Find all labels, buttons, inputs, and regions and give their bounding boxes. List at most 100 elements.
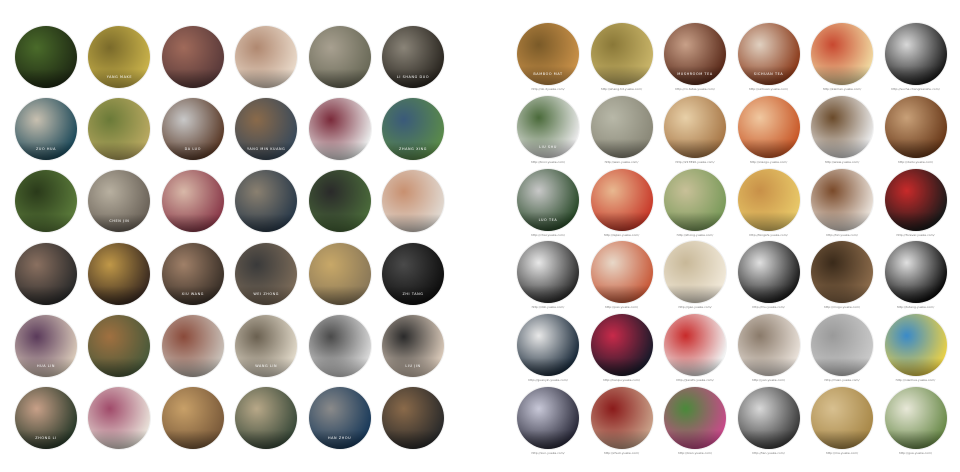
portrait-tile[interactable]: DA LUO [161, 98, 224, 168]
product-tile[interactable]: http://zhuzi.yueke.com/ [590, 387, 653, 457]
source-url: http://mian.yueke.com/ [824, 378, 860, 383]
product-tile[interactable]: http://tan.yueke.com/ [737, 387, 800, 457]
product-tile[interactable]: http://sucha.changnianshu.com/ [884, 23, 947, 93]
portrait-tile[interactable]: YANG MIN KUANG [235, 98, 298, 168]
product-tile[interactable]: http://mogu.yueke.com/ [811, 241, 873, 311]
product-tile[interactable]: http://www.yueke.com/ [811, 95, 873, 166]
product-tile[interactable]: http://mu.yueke.com/ [737, 241, 800, 311]
product-tile[interactable]: http://guanyin.yueke.com/ [517, 314, 579, 384]
product-tile[interactable]: http://mian.yueke.com/ [811, 314, 873, 384]
portrait-tile[interactable]: HUA LIN [15, 314, 77, 385]
dragon-emblem-photo [884, 241, 947, 304]
product-tile[interactable]: http://tuteng.yueke.com/ [884, 241, 947, 311]
portrait-tile[interactable]: ZHI TANG [382, 242, 444, 313]
portrait-tile[interactable]: CHEN JIN [88, 170, 151, 240]
tile-caption: YANG MIN KUANG [246, 147, 286, 152]
portrait-tile[interactable] [15, 242, 77, 313]
product-tile[interactable]: http://zhong.yueke.com/ [664, 168, 726, 239]
portrait-tile[interactable] [235, 387, 298, 457]
artisan-portrait-photo [161, 387, 224, 449]
portrait-tile[interactable] [161, 314, 224, 385]
product-tile[interactable]: LUO TEA http://chai.yueke.com/ [517, 168, 579, 239]
brown-cake-photo: MUSHROOM TEA [664, 23, 726, 85]
ocarina-photo [517, 387, 579, 449]
tile-caption: BAMBOO MAT [533, 72, 563, 76]
artisan-portrait-photo: YANG MAKE [88, 26, 151, 88]
product-tile[interactable]: http://forever.yueke.com/ [884, 168, 947, 239]
product-tile[interactable]: http://yan.yueke.com/ [737, 314, 800, 384]
product-tile[interactable]: http://shang.hd.yueke.com/ [590, 23, 653, 93]
portrait-tile[interactable] [161, 387, 224, 457]
tile-caption: WANG LIN [255, 363, 278, 368]
product-tile[interactable]: http://xun.yueke.com/ [517, 387, 579, 457]
source-url: http://yan.yueke.com/ [751, 378, 786, 383]
portrait-tile[interactable]: YANG MAKE [88, 26, 151, 96]
artisan-portrait-photo: WANG LIN [235, 314, 298, 377]
product-tile[interactable]: LIU SHU http://bnxi.yueke.com/ [517, 95, 579, 166]
portrait-tile[interactable] [308, 242, 371, 313]
artisan-portrait-photo: ZHONG LI [15, 387, 77, 449]
artisan-portrait-photo [235, 170, 298, 233]
portrait-tile[interactable] [308, 26, 371, 96]
tile-caption: MUSHROOM TEA [677, 72, 713, 76]
artisan-portrait-photo [308, 26, 371, 88]
portrait-tile[interactable]: XIU WANG [161, 242, 224, 313]
portrait-tile[interactable]: ZHONG LI [15, 387, 77, 457]
product-tile[interactable]: http://gao.yueke.com/ [664, 241, 726, 311]
product-tile[interactable]: http://dizi.yueke.com/ [517, 241, 579, 311]
portrait-tile[interactable] [88, 314, 151, 385]
portrait-tile[interactable] [308, 98, 371, 168]
portrait-tile[interactable] [308, 170, 371, 240]
product-tile[interactable]: MUSHROOM TEA http://cn.tatas.yueke.com/ [664, 23, 726, 93]
portrait-tile[interactable]: WEI ZHONG [235, 242, 298, 313]
portrait-tile[interactable] [15, 170, 77, 240]
tile-caption: ZHONG LI [35, 436, 57, 440]
woven-basket-photo [664, 387, 726, 449]
portrait-tile[interactable] [88, 387, 151, 457]
artisan-portrait-photo: CHEN JIN [88, 170, 151, 233]
product-tile[interactable]: BAMBOO MAT http://ok.2yueke.com/ [517, 23, 579, 93]
portrait-tile[interactable] [235, 170, 298, 240]
noodles-photo [811, 23, 873, 85]
portrait-tile[interactable] [382, 170, 444, 240]
portrait-tile[interactable]: HAN ZHOU [308, 387, 371, 457]
product-tile[interactable]: http://dadu.yueke.com/ [884, 95, 947, 166]
portrait-tile[interactable] [308, 314, 371, 385]
product-tile[interactable]: http://217890.yueke.com/ [664, 95, 726, 166]
tile-caption: LUO TEA [538, 217, 558, 222]
product-tile[interactable]: http://bingshi.yueke.com/ [737, 168, 800, 239]
product-tile[interactable]: http://xiaogu.yueke.com/ [737, 95, 800, 166]
portrait-tile[interactable] [382, 387, 444, 457]
source-url: http://sucha.changnianshu.com/ [891, 87, 940, 91]
portrait-tile[interactable]: LIU JIN [382, 314, 444, 385]
portrait-tile[interactable] [88, 98, 151, 168]
portrait-tile[interactable]: LI SHANG DUO [382, 26, 444, 96]
portrait-tile[interactable]: ZHANG XING [382, 98, 444, 168]
product-tile[interactable]: http://lizi.yueke.com/ [811, 168, 873, 239]
product-tile[interactable]: http://nianhua.yueke.com/ [884, 314, 947, 384]
product-tile[interactable]: http://pao.yueke.com/ [590, 241, 653, 311]
artisan-portrait-photo: HAN ZHOU [308, 387, 371, 449]
portrait-tile[interactable] [161, 170, 224, 240]
source-url: http://dizi.yueke.com/ [531, 305, 565, 310]
product-tile[interactable]: http://jianzhi.yueke.com/ [664, 314, 726, 384]
zongzi-photo [664, 168, 726, 231]
product-tile[interactable]: http://kaimen.yueke.com/ [811, 23, 873, 93]
product-tile[interactable]: http://lajiao.yueke.com/ [590, 168, 653, 239]
portrait-tile[interactable] [161, 26, 224, 96]
product-tile[interactable]: http://bian.yueke.com/ [664, 387, 726, 457]
product-tile[interactable]: SICHUAN TEA http://sichuan.yueke.com/ [737, 23, 800, 93]
portrait-tile[interactable] [88, 242, 151, 313]
portrait-tile[interactable] [15, 26, 77, 96]
source-url: http://xun.yueke.com/ [531, 451, 565, 455]
product-tile[interactable]: http://lianpu.yueke.com/ [590, 314, 653, 384]
product-tile[interactable]: http://ma.yueke.com/ [811, 387, 873, 457]
product-tile[interactable]: http://gua.yueke.com/ [884, 387, 947, 457]
portrait-tile[interactable] [235, 26, 298, 96]
source-url: http://lianpu.yueke.com/ [603, 378, 640, 383]
portrait-tile[interactable]: ZUO HUA [15, 98, 77, 168]
red-pepper-photo [590, 168, 653, 231]
product-tile[interactable]: http://wen.yueke.com/ [590, 95, 653, 166]
portrait-tile[interactable]: WANG LIN [235, 314, 298, 385]
bamboo-mat-photo: BAMBOO MAT [517, 23, 579, 85]
